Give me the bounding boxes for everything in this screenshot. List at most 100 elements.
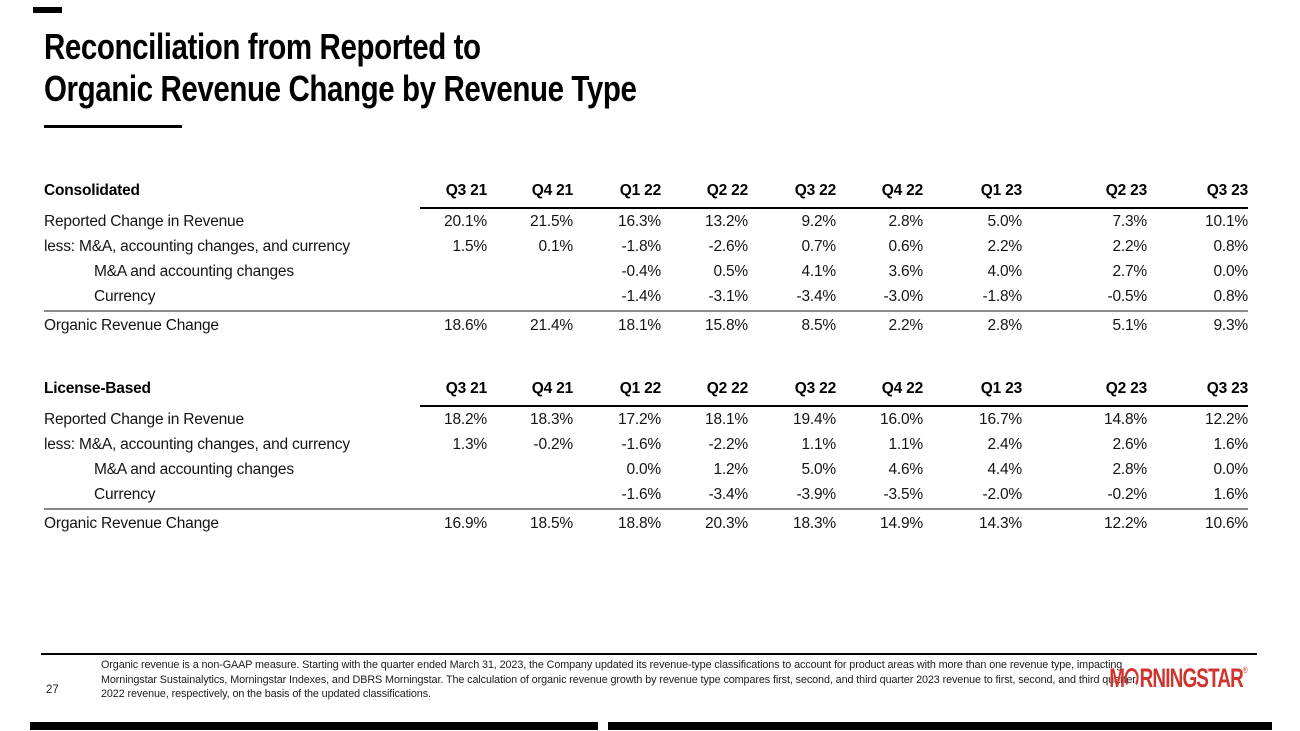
- page-title-line2: Organic Revenue Change by Revenue Type: [44, 68, 637, 109]
- row-label: less: M&A, accounting changes, and curre…: [44, 238, 350, 255]
- value-cell: 12.2%: [1205, 411, 1248, 428]
- table-section-title: License-Based: [44, 380, 151, 397]
- value-cell: 0.0%: [1213, 263, 1248, 280]
- total-value-cell: 21.4%: [487, 310, 573, 338]
- total-value-cell: 16.9%: [420, 508, 487, 536]
- footnote-line: 2022 revenue, respectively, on the basis…: [101, 688, 431, 701]
- row-label: M&A and accounting changes: [94, 263, 294, 280]
- title-underline: [44, 125, 182, 128]
- value-cell: [487, 457, 573, 482]
- value-cell: 1.1%: [888, 436, 923, 453]
- page-title-line1: Reconciliation from Reported to: [44, 26, 481, 67]
- total-value-cell: 15.8%: [661, 310, 748, 338]
- total-value-cell: 2.2%: [836, 310, 923, 338]
- footnote-line: Morningstar Sustainalytics, Morningstar …: [101, 673, 1136, 686]
- value-cell: 2.2%: [1112, 238, 1147, 255]
- value-cell: [420, 482, 487, 507]
- column-header: Q1 22: [573, 378, 661, 407]
- value-cell: 1.2%: [713, 461, 748, 478]
- value-cell: 1.1%: [801, 436, 836, 453]
- value-cell: 13.2%: [705, 213, 748, 230]
- value-cell: 18.3%: [530, 411, 573, 428]
- license-based-table: License-Based Q3 21 Q4 21 Q1 22 Q2 22 Q3 22 Q4…: [44, 378, 1248, 536]
- value-cell: [487, 482, 573, 507]
- column-header: Q2 23: [1022, 378, 1147, 407]
- value-cell: 0.8%: [1213, 238, 1248, 255]
- value-cell: 5.0%: [801, 461, 836, 478]
- value-cell: 2.4%: [987, 436, 1022, 453]
- value-cell: [420, 284, 487, 309]
- page-number: 27: [46, 684, 59, 696]
- value-cell: 14.8%: [1104, 411, 1147, 428]
- column-header: Q2 22: [661, 180, 748, 209]
- total-row-label: Organic Revenue Change: [44, 310, 420, 338]
- page-title: Reconciliation from Reported to Organic …: [44, 26, 637, 110]
- column-header: Q4 21: [487, 378, 573, 407]
- consolidated-table: Consolidated Q3 21 Q4 21 Q1 22 Q2 22 Q3 22 Q4 …: [44, 180, 1248, 338]
- value-cell: 0.5%: [713, 263, 748, 280]
- value-cell: 21.5%: [530, 213, 573, 230]
- column-header: Q1 23: [923, 180, 1022, 209]
- total-value-cell: 18.8%: [573, 508, 661, 536]
- value-cell: 4.1%: [801, 263, 836, 280]
- value-cell: 0.6%: [888, 238, 923, 255]
- column-header: Q4 22: [836, 180, 923, 209]
- column-header: Q1 23: [923, 378, 1022, 407]
- column-header: Q3 21: [420, 378, 487, 407]
- value-cell: 0.0%: [626, 461, 661, 478]
- value-cell: -3.5%: [883, 486, 924, 503]
- value-cell: -1.6%: [621, 436, 662, 453]
- value-cell: -3.9%: [796, 486, 837, 503]
- value-cell: 2.8%: [888, 213, 923, 230]
- value-cell: 0.7%: [801, 238, 836, 255]
- column-header: Q2 22: [661, 378, 748, 407]
- total-value-cell: 20.3%: [661, 508, 748, 536]
- total-value-cell: 18.5%: [487, 508, 573, 536]
- value-cell: -1.4%: [621, 288, 662, 305]
- value-cell: 16.0%: [880, 411, 923, 428]
- value-cell: -0.2%: [533, 436, 574, 453]
- footer-divider: [41, 653, 1257, 655]
- value-cell: 19.4%: [793, 411, 836, 428]
- value-cell: 9.2%: [801, 213, 836, 230]
- value-cell: -0.4%: [621, 263, 662, 280]
- column-header: Q3 23: [1147, 378, 1248, 407]
- total-value-cell: 14.9%: [836, 508, 923, 536]
- column-header: Q2 23: [1022, 180, 1147, 209]
- registered-trademark-mark: ®: [1243, 665, 1248, 675]
- value-cell: [420, 457, 487, 482]
- value-cell: 4.6%: [888, 461, 923, 478]
- row-label: less: M&A, accounting changes, and curre…: [44, 436, 350, 453]
- row-label: Currency: [94, 486, 156, 503]
- value-cell: -2.2%: [708, 436, 749, 453]
- column-header: Q3 23: [1147, 180, 1248, 209]
- value-cell: 5.0%: [987, 213, 1022, 230]
- bottom-bar-left-segment: [30, 722, 598, 730]
- value-cell: [487, 259, 573, 284]
- row-label: Reported Change in Revenue: [44, 411, 244, 428]
- footnote-line: Organic revenue is a non-GAAP measure. S…: [101, 659, 1123, 671]
- value-cell: 2.8%: [1112, 461, 1147, 478]
- row-label: Reported Change in Revenue: [44, 213, 244, 230]
- total-value-cell: 2.8%: [923, 310, 1022, 338]
- column-header: Q4 22: [836, 378, 923, 407]
- total-value-cell: 18.6%: [420, 310, 487, 338]
- value-cell: 2.6%: [1112, 436, 1147, 453]
- value-cell: 1.3%: [452, 436, 487, 453]
- value-cell: -2.6%: [708, 238, 749, 255]
- column-header: Q3 21: [420, 180, 487, 209]
- value-cell: 2.7%: [1112, 263, 1147, 280]
- value-cell: 16.3%: [618, 213, 661, 230]
- value-cell: 3.6%: [888, 263, 923, 280]
- value-cell: [487, 284, 573, 309]
- total-value-cell: 10.6%: [1147, 508, 1248, 536]
- top-accent-dash: [33, 7, 62, 13]
- morningstar-logo: M RNINGSTAR®: [1110, 663, 1248, 694]
- value-cell: 0.0%: [1213, 461, 1248, 478]
- total-value-cell: 9.3%: [1147, 310, 1248, 338]
- column-header: Q3 22: [748, 378, 836, 407]
- column-header: Q4 21: [487, 180, 573, 209]
- row-label: Currency: [94, 288, 156, 305]
- value-cell: 4.4%: [987, 461, 1022, 478]
- value-cell: 18.1%: [705, 411, 748, 428]
